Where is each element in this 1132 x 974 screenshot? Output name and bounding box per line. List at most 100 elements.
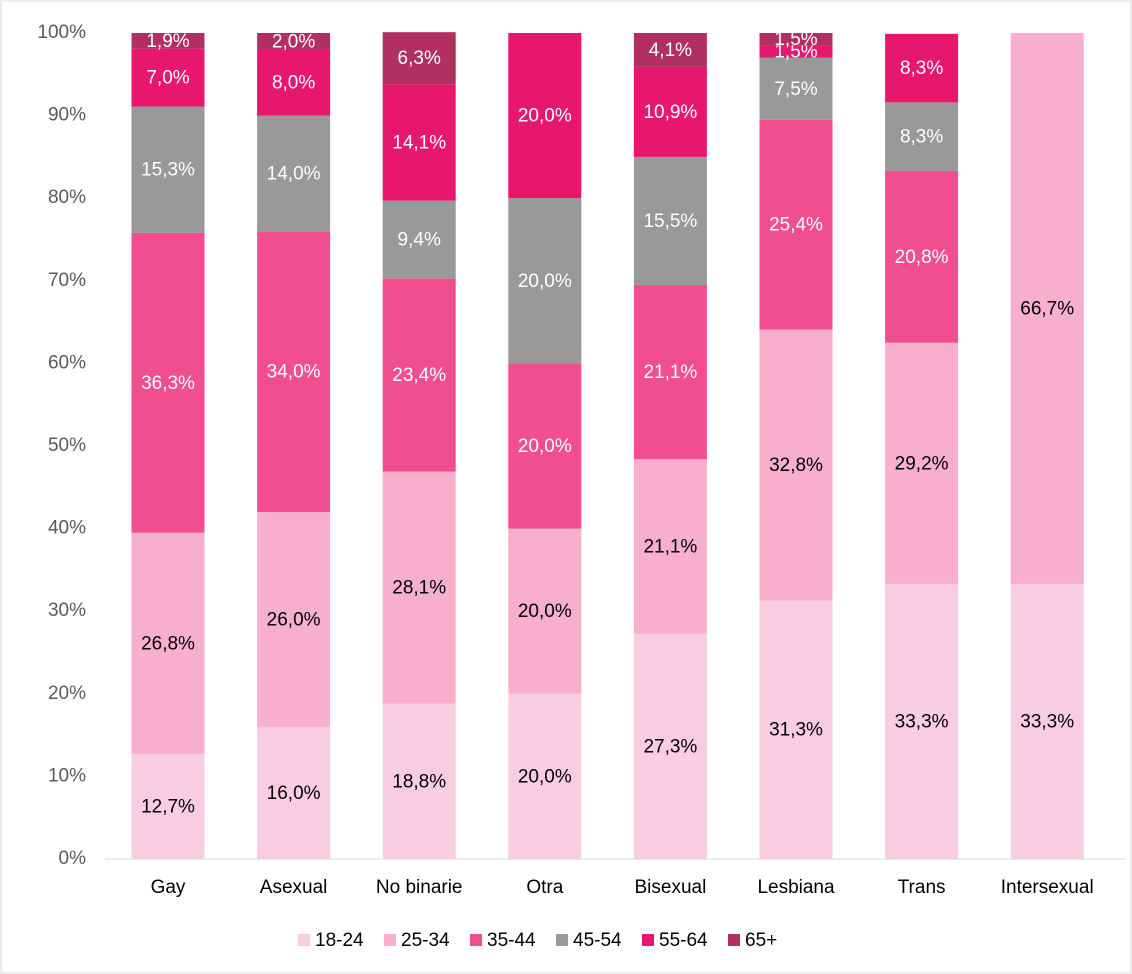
data-label: 2,0% <box>272 31 315 52</box>
data-label: 12,7% <box>141 797 195 818</box>
data-label: 34,0% <box>267 362 321 383</box>
bar-segment <box>759 600 833 859</box>
data-label: 20,8% <box>895 247 949 268</box>
data-label: 20,0% <box>518 106 572 127</box>
bar-segment <box>257 49 331 116</box>
bar-segment <box>759 33 833 46</box>
legend-swatch <box>728 934 740 946</box>
legend-swatch <box>384 934 396 946</box>
bar-segment <box>382 32 456 85</box>
data-label: 14,1% <box>392 132 446 153</box>
bar-segment <box>633 633 707 859</box>
legend-swatch <box>298 934 310 946</box>
data-label: 26,0% <box>267 609 321 630</box>
data-label: 15,3% <box>141 160 195 181</box>
data-label: 16,0% <box>267 783 321 804</box>
data-label: 8,3% <box>900 127 943 148</box>
data-label: 10,9% <box>643 102 697 123</box>
legend-label: 55-64 <box>659 930 708 951</box>
data-label: 15,5% <box>643 211 697 232</box>
bar-segment <box>885 102 959 171</box>
x-tick-label: Lesbiana <box>757 877 835 898</box>
data-label: 20,0% <box>518 271 572 292</box>
data-label: 4,1% <box>649 40 692 61</box>
bar-segment <box>633 33 707 67</box>
x-tick-label: Intersexual <box>1001 877 1094 898</box>
legend-label: 25-34 <box>401 930 450 951</box>
y-tick-label: 30% <box>48 600 86 621</box>
legend-swatch <box>470 934 482 946</box>
bar-segment <box>633 156 707 285</box>
x-tick-label: Otra <box>526 877 563 898</box>
data-label: 20,0% <box>518 436 572 457</box>
legend-label: 35-44 <box>487 930 536 951</box>
data-label: 25,4% <box>769 215 823 236</box>
bar-segment <box>885 583 959 859</box>
data-label: 9,4% <box>398 230 441 251</box>
bar-segment <box>759 45 833 58</box>
y-tick-label: 40% <box>48 518 86 539</box>
data-label: 6,3% <box>398 48 441 69</box>
data-label: 1,9% <box>146 31 189 52</box>
bar-segment <box>633 66 707 157</box>
bar-segment <box>885 342 959 584</box>
y-tick-label: 90% <box>48 105 86 126</box>
bar-segment <box>885 170 959 343</box>
bar-segment <box>131 232 205 533</box>
bar-segment <box>257 33 331 50</box>
data-label: 7,5% <box>774 79 817 100</box>
data-label: 36,3% <box>141 373 195 394</box>
data-label: 33,3% <box>1020 711 1074 732</box>
legend-label: 45-54 <box>573 930 622 951</box>
bar-segment <box>759 57 833 120</box>
data-label: 27,3% <box>643 736 697 757</box>
data-label: 32,8% <box>769 455 823 476</box>
data-label: 1,5% <box>774 29 817 50</box>
y-tick-label: 10% <box>48 765 86 786</box>
bar-segment <box>633 284 707 460</box>
data-label: 66,7% <box>1020 298 1074 319</box>
bar-segment <box>257 115 331 232</box>
legend-swatch <box>642 934 654 946</box>
bar-segment <box>759 329 833 601</box>
x-tick-label: Trans <box>898 877 946 898</box>
bar-segment <box>131 33 205 49</box>
bar-segment <box>131 754 205 859</box>
bar-segment <box>257 512 331 727</box>
bar-segment <box>257 231 331 513</box>
bar-segment <box>508 198 582 364</box>
x-tick-label: No binarie <box>376 877 463 898</box>
data-label: 31,3% <box>769 720 823 741</box>
data-label: 8,3% <box>900 58 943 79</box>
bar-segment <box>508 363 582 529</box>
bar-segment <box>257 726 331 859</box>
data-label: 33,3% <box>895 711 949 732</box>
legend-swatch <box>556 934 568 946</box>
y-tick-label: 70% <box>48 270 86 291</box>
data-label: 21,1% <box>643 362 697 383</box>
legend-label: 18-24 <box>315 930 364 951</box>
data-label: 20,0% <box>518 601 572 622</box>
y-tick-label: 100% <box>37 22 86 43</box>
bar-segment <box>633 459 707 634</box>
bar-segment <box>1010 583 1084 859</box>
data-label: 14,0% <box>267 163 321 184</box>
legend-label: 65+ <box>745 930 777 951</box>
bar-segment <box>508 693 582 859</box>
bar-segment <box>885 33 959 103</box>
y-tick-label: 50% <box>48 435 86 456</box>
data-label: 28,1% <box>392 578 446 599</box>
bar-segment <box>759 119 833 330</box>
data-label: 1,5% <box>774 42 817 63</box>
bar-segment <box>508 33 582 199</box>
bar-segment <box>382 84 456 201</box>
y-tick-label: 0% <box>59 848 87 869</box>
bar-segment <box>131 48 205 107</box>
data-label: 7,0% <box>146 68 189 89</box>
data-label: 18,8% <box>392 771 446 792</box>
bar-segment <box>131 532 205 755</box>
data-label: 21,1% <box>643 536 697 557</box>
data-label: 26,8% <box>141 633 195 654</box>
bar-segment <box>382 200 456 279</box>
